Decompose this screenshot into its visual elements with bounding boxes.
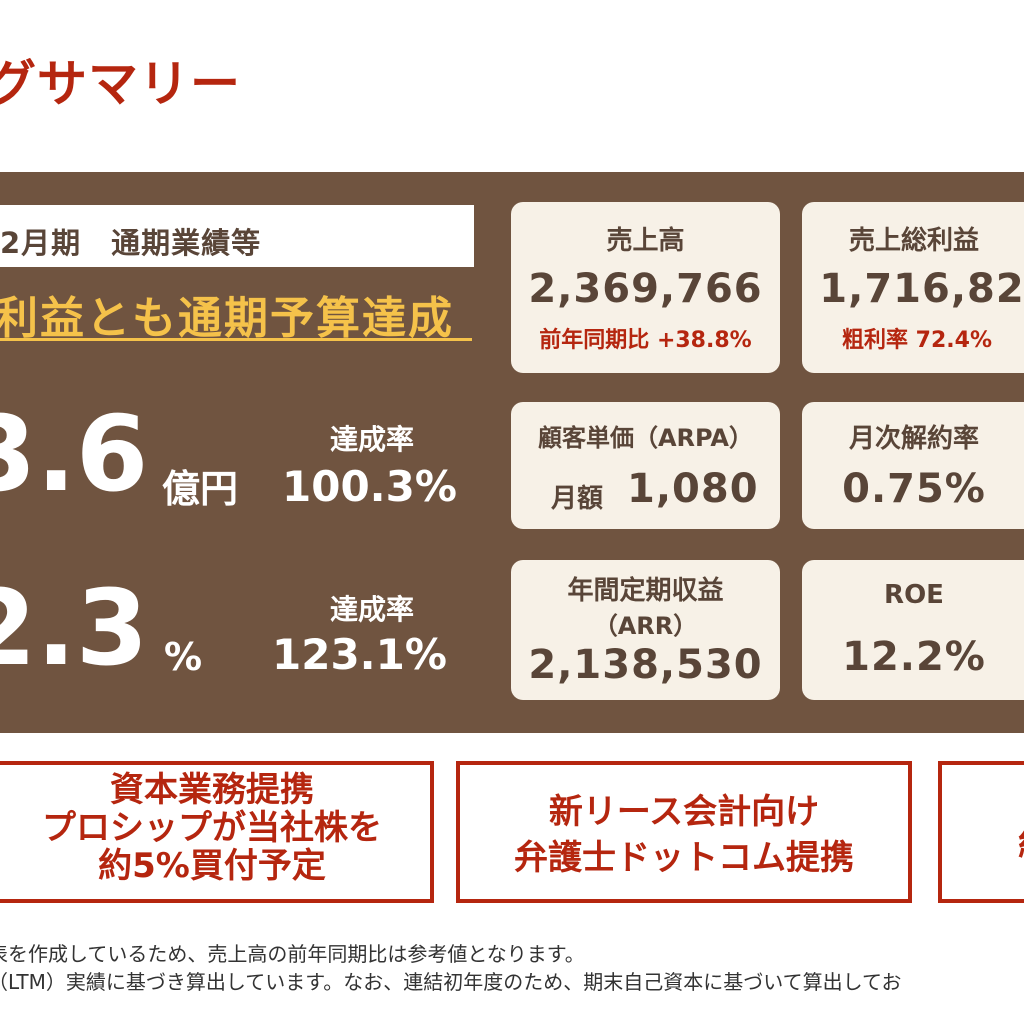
metric1-rate-label: 達成率 bbox=[330, 423, 415, 456]
news-line: 弁護士ドットコム提携 bbox=[514, 838, 854, 878]
sales-value: 2,369,766 bbox=[528, 266, 763, 312]
gross-margin: 粗利率 72.4% bbox=[842, 328, 992, 353]
arpa-label: 顧客単価（ARPA） bbox=[537, 424, 753, 452]
metric2-rate-label: 達成率 bbox=[330, 593, 415, 626]
metric1-rate-value: 100.3% bbox=[282, 462, 457, 511]
news-line: 資本業務提携 bbox=[110, 770, 314, 810]
news-line: 新リース会計向け bbox=[548, 792, 820, 832]
footnote-1: 表を作成しているため、売上高の前年同期比は参考値となります。 bbox=[0, 942, 585, 966]
news-line: プロシップが当社株を bbox=[42, 808, 382, 848]
arpa-card: 顧客単価（ARPA） 月額 1,080 bbox=[511, 402, 780, 529]
news-line: 約 bbox=[1018, 825, 1024, 863]
arpa-prefix: 月額 bbox=[551, 484, 604, 514]
footnote-2: （LTM）実績に基づき算出しています。なお、連結初年度のため、期末自己資本に基づ… bbox=[0, 970, 902, 994]
arpa-value: 1,080 bbox=[627, 466, 759, 512]
churn-label: 月次解約率 bbox=[848, 424, 979, 454]
headline: 利益とも通期予算達成 bbox=[0, 293, 454, 344]
period-label: 2月期 通期業績等 bbox=[0, 226, 262, 260]
churn-value: 0.75% bbox=[842, 466, 986, 512]
gross-profit-card: 売上総利益 1,716,82 粗利率 72.4% bbox=[802, 202, 1024, 373]
gross-profit-value: 1,716,82 bbox=[819, 266, 1024, 312]
metric2-unit: % bbox=[164, 635, 203, 679]
metric1-value: 3.6 bbox=[0, 393, 149, 515]
news-box-lease-accounting: 新リース会計向け 弁護士ドットコム提携 bbox=[456, 761, 912, 903]
churn-card: 月次解約率 0.75% bbox=[802, 402, 1024, 529]
gross-profit-label: 売上総利益 bbox=[848, 226, 979, 256]
period-label-box bbox=[0, 205, 474, 267]
roe-value: 12.2% bbox=[842, 634, 986, 680]
metric2-rate-value: 123.1% bbox=[272, 630, 447, 679]
news-line: 約5%買付予定 bbox=[98, 846, 326, 886]
arr-value: 2,138,530 bbox=[528, 642, 763, 688]
arr-label: 年間定期収益 bbox=[567, 576, 724, 606]
metric1-unit: 億円 bbox=[162, 467, 239, 511]
page-title: グサマリー bbox=[0, 55, 241, 113]
roe-card: ROE 12.2% bbox=[802, 560, 1024, 700]
news-box-3: 約 bbox=[938, 761, 1024, 903]
sales-card: 売上高 2,369,766 前年同期比 +38.8% bbox=[511, 202, 780, 373]
metric2-value: 2.3 bbox=[0, 567, 149, 689]
arr-card: 年間定期収益 （ARR） 2,138,530 bbox=[511, 560, 780, 700]
roe-label: ROE bbox=[884, 580, 944, 610]
sales-yoy: 前年同期比 +38.8% bbox=[539, 328, 752, 353]
sales-label: 売上高 bbox=[606, 226, 685, 256]
news-box-capital-alliance: 資本業務提携 プロシップが当社株を 約5%買付予定 bbox=[0, 761, 434, 903]
headline-underline bbox=[0, 338, 472, 341]
arr-label-sub: （ARR） bbox=[593, 612, 698, 640]
